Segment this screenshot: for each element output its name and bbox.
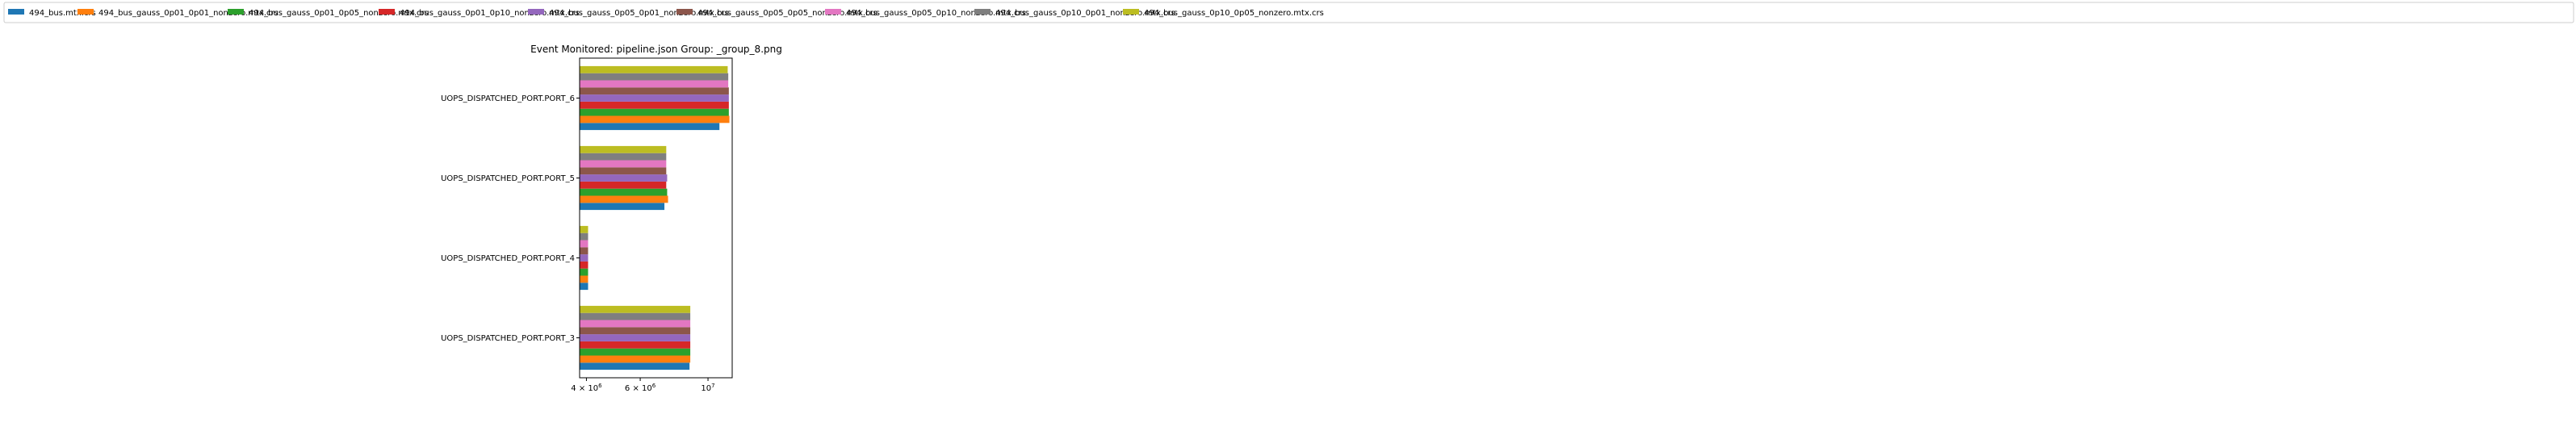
legend-swatch <box>8 9 24 15</box>
legend-swatch <box>1123 9 1139 15</box>
legend-label: 494_bus_gauss_0p01_0p01_nonzero.mtx.crs <box>98 9 279 18</box>
bar-uops-dispatched-port-port-4-series-8 <box>580 225 589 233</box>
bar-uops-dispatched-port-port-5-series-4 <box>580 174 668 182</box>
legend-swatch <box>974 9 991 15</box>
x-tick-label: 107 <box>701 383 714 393</box>
bar-uops-dispatched-port-port-5-series-0 <box>580 203 665 211</box>
bar-uops-dispatched-port-port-5-series-1 <box>580 195 668 203</box>
y-tick-label: UOPS_DISPATCHED_PORT.PORT_3 <box>441 334 575 343</box>
legend-label: 494_bus_gauss_0p01_0p05_nonzero.mtx.crs <box>249 9 429 18</box>
bar-uops-dispatched-port-port-3-series-6 <box>580 320 691 328</box>
bar-uops-dispatched-port-port-3-series-8 <box>580 305 691 313</box>
bar-uops-dispatched-port-port-5-series-2 <box>580 188 668 196</box>
y-tick-label: UOPS_DISPATCHED_PORT.PORT_5 <box>441 174 575 183</box>
bar-uops-dispatched-port-port-6-series-3 <box>580 101 729 109</box>
bar-uops-dispatched-port-port-6-series-7 <box>580 73 729 81</box>
legend-label: 494_bus_gauss_0p10_0p01_nonzero.mtx.crs <box>995 9 1175 18</box>
bar-uops-dispatched-port-port-4-series-3 <box>580 261 589 269</box>
legend-swatch <box>379 9 395 15</box>
chart-title: Event Monitored: pipeline.json Group: _g… <box>530 44 782 55</box>
bar-uops-dispatched-port-port-6-series-1 <box>580 115 730 123</box>
legend-label: 494_bus_gauss_0p01_0p10_nonzero.mtx.crs <box>400 9 580 18</box>
bar-uops-dispatched-port-port-4-series-5 <box>580 247 589 255</box>
legend-label: 494_bus_gauss_0p05_0p05_nonzero.mtx.crs <box>697 9 878 18</box>
bar-uops-dispatched-port-port-5-series-3 <box>580 181 667 189</box>
legend-swatch <box>676 9 693 15</box>
bar-uops-dispatched-port-port-3-series-5 <box>580 327 691 335</box>
bar-uops-dispatched-port-port-3-series-2 <box>580 348 691 356</box>
bar-uops-dispatched-port-port-6-series-8 <box>580 65 728 73</box>
x-tick-label: 4 × 106 <box>571 383 602 393</box>
legend: 494_bus.mtx.crs 494_bus_gauss_0p01_0p01_n… <box>3 2 2574 23</box>
bar-uops-dispatched-port-port-6-series-0 <box>580 123 720 131</box>
bar-uops-dispatched-port-port-4-series-1 <box>580 275 589 283</box>
bar-uops-dispatched-port-port-6-series-4 <box>580 94 729 102</box>
bar-uops-dispatched-port-port-4-series-7 <box>580 232 589 241</box>
legend-label: 494_bus.mtx.crs <box>29 9 96 18</box>
bar-uops-dispatched-port-port-3-series-3 <box>580 341 691 349</box>
y-tick-label: UOPS_DISPATCHED_PORT.PORT_6 <box>441 94 575 103</box>
legend-swatch <box>528 9 544 15</box>
y-tick-label: UOPS_DISPATCHED_PORT.PORT_4 <box>441 254 575 263</box>
bar-uops-dispatched-port-port-5-series-7 <box>580 153 667 161</box>
legend-frame <box>3 2 2574 23</box>
bar-uops-dispatched-port-port-4-series-2 <box>580 268 589 276</box>
bar-uops-dispatched-port-port-4-series-6 <box>580 240 589 248</box>
legend-label: 494_bus_gauss_0p10_0p05_nonzero.mtx.crs <box>1144 9 1324 18</box>
bar-uops-dispatched-port-port-6-series-6 <box>580 80 729 88</box>
bar-uops-dispatched-port-port-5-series-6 <box>580 160 667 168</box>
legend-swatch <box>228 9 244 15</box>
bar-uops-dispatched-port-port-3-series-4 <box>580 334 691 341</box>
legend-swatch <box>77 9 94 15</box>
bar-uops-dispatched-port-port-3-series-0 <box>580 362 690 370</box>
bar-uops-dispatched-port-port-4-series-4 <box>580 254 589 262</box>
plot-frame <box>579 57 733 379</box>
legend-label: 494_bus_gauss_0p05_0p01_nonzero.mtx.crs <box>549 9 729 18</box>
bar-uops-dispatched-port-port-6-series-2 <box>580 108 729 116</box>
x-tick-label: 6 × 106 <box>625 383 656 393</box>
bar-uops-dispatched-port-port-3-series-7 <box>580 312 691 320</box>
bar-uops-dispatched-port-port-3-series-1 <box>580 355 691 363</box>
legend-swatch <box>825 9 841 15</box>
bar-uops-dispatched-port-port-5-series-8 <box>580 145 667 153</box>
plot-area: UOPS_DISPATCHED_PORT.PORT_3 UOPS_DISPATCH… <box>441 57 733 393</box>
legend-label: 494_bus_gauss_0p05_0p10_nonzero.mtx.crs <box>846 9 1026 18</box>
bar-uops-dispatched-port-port-4-series-0 <box>580 283 589 291</box>
bar-uops-dispatched-port-port-6-series-5 <box>580 87 729 95</box>
bar-uops-dispatched-port-port-5-series-5 <box>580 167 667 175</box>
